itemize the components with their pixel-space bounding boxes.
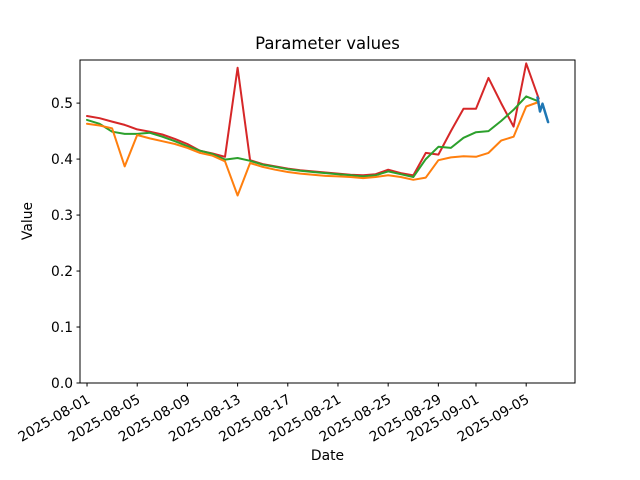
y-tick-label: 0.4: [51, 152, 73, 168]
x-axis-label: Date: [311, 448, 344, 464]
y-tick-label: 0.5: [51, 96, 73, 112]
y-axis-label: Value: [20, 202, 36, 240]
series-red-line: [86, 62, 540, 177]
series-orange-line: [86, 101, 540, 197]
series-blue-line: [536, 96, 550, 124]
chart-title: Parameter values: [255, 34, 400, 53]
y-tick-label: 0.3: [51, 208, 73, 224]
y-tick-label: 0.0: [51, 376, 73, 392]
plot-frame: [79, 59, 576, 384]
y-tick-label: 0.2: [51, 264, 73, 280]
y-tick-label: 0.1: [51, 320, 73, 336]
plot-area: 0.00.10.20.30.40.52025-08-012025-08-0520…: [16, 59, 576, 446]
series-green-line: [86, 95, 540, 178]
